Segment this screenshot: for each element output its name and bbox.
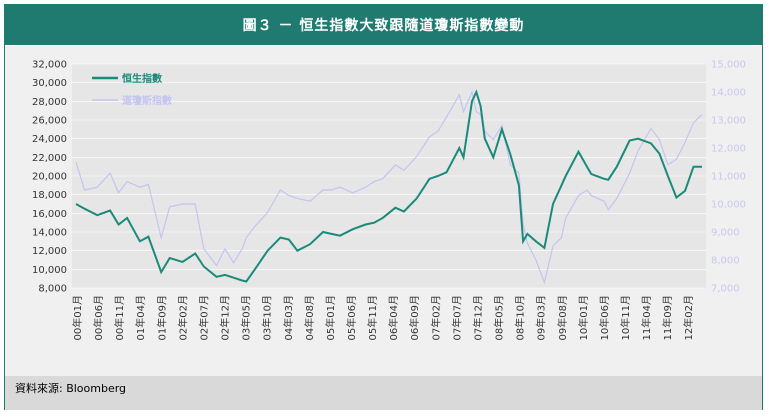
x-tick-label: 11年09月 bbox=[661, 295, 674, 340]
x-tick-label: 01年04月 bbox=[134, 295, 147, 340]
x-tick-label: 08年05月 bbox=[493, 295, 506, 340]
x-tick-label: 05年01月 bbox=[324, 295, 337, 340]
left-tick-label: 18,000 bbox=[32, 190, 67, 201]
right-tick-label: 15,000 bbox=[711, 60, 746, 71]
right-tick-label: 7,000 bbox=[711, 284, 740, 295]
x-tick-label: 02年07月 bbox=[197, 295, 210, 340]
x-tick-label: 06年09月 bbox=[408, 295, 421, 340]
right-tick-label: 12,000 bbox=[711, 144, 746, 155]
x-tick-label: 04年08月 bbox=[303, 295, 316, 340]
left-axis: 8,000 10,000 12,000 14,000 16,000 18,000 20,00… bbox=[32, 60, 67, 295]
x-tick-label: 05年11月 bbox=[366, 295, 379, 340]
x-tick-label: 10年06月 bbox=[598, 295, 611, 340]
gridlines bbox=[72, 63, 706, 289]
x-tick-label: 00年06月 bbox=[92, 295, 105, 340]
x-tick-label: 03年10月 bbox=[261, 295, 274, 340]
x-tick-label: 05年06月 bbox=[345, 295, 358, 340]
legend-hsi-label: 恒生指數 bbox=[122, 72, 162, 85]
source-bar: 資料來源: Bloomberg bbox=[5, 376, 762, 410]
left-tick-label: 24,000 bbox=[32, 134, 67, 145]
x-tick-label: 02年12月 bbox=[219, 295, 232, 340]
right-tick-label: 9,000 bbox=[711, 228, 740, 239]
dow-jones-line bbox=[75, 90, 703, 285]
left-tick-label: 14,000 bbox=[32, 228, 67, 239]
legend: 恒生指數 道瓊斯指數 bbox=[92, 72, 172, 107]
right-axis: 7,000 8,000 9,000 10,000 11,000 12,000 13,000 1… bbox=[711, 60, 746, 295]
left-tick-label: 26,000 bbox=[32, 116, 67, 127]
left-tick-label: 28,000 bbox=[32, 97, 67, 108]
left-tick-label: 16,000 bbox=[32, 209, 67, 220]
x-tick-label: 07年12月 bbox=[471, 295, 484, 340]
x-tick-label: 00年11月 bbox=[113, 295, 126, 340]
x-tick-label: 06年04月 bbox=[387, 295, 400, 340]
right-tick-label: 10,000 bbox=[711, 200, 746, 211]
x-tick-label: 07年02月 bbox=[429, 295, 442, 340]
right-tick-label: 11,000 bbox=[711, 172, 746, 183]
x-tick-label: 09年08月 bbox=[556, 295, 569, 340]
x-tick-label: 03年05月 bbox=[240, 295, 253, 340]
x-tick-label: 04年03月 bbox=[282, 295, 295, 340]
left-tick-label: 12,000 bbox=[32, 246, 67, 257]
x-tick-label: 10年01月 bbox=[577, 295, 590, 340]
legend-dji-label: 道瓊斯指數 bbox=[122, 94, 172, 107]
x-tick-label: 00年01月 bbox=[71, 295, 84, 340]
x-tick-label: 07年07月 bbox=[450, 295, 463, 340]
left-tick-label: 30,000 bbox=[32, 78, 67, 89]
left-tick-label: 10,000 bbox=[32, 265, 67, 276]
right-tick-label: 14,000 bbox=[711, 88, 746, 99]
x-tick-label: 11年04月 bbox=[640, 295, 653, 340]
x-tick-label: 01年09月 bbox=[155, 295, 168, 340]
x-tick-label: 02年02月 bbox=[176, 295, 189, 340]
left-tick-label: 32,000 bbox=[32, 60, 67, 71]
source-note: 資料來源: Bloomberg bbox=[15, 382, 127, 395]
left-tick-label: 20,000 bbox=[32, 172, 67, 183]
hang-seng-line bbox=[75, 89, 702, 283]
figure-title: 圖３ － 恒生指數大致跟隨道瓊斯指數變動 bbox=[5, 5, 762, 45]
right-tick-label: 13,000 bbox=[711, 116, 746, 127]
x-tick-label: 10年11月 bbox=[619, 295, 632, 340]
x-tick-label: 12年02月 bbox=[682, 295, 695, 340]
x-axis: 00年01月 00年06月 00年11月 01年04月 01年09月 02年02月 02年0… bbox=[71, 295, 695, 340]
x-tick-label: 09年03月 bbox=[535, 295, 548, 340]
right-tick-label: 8,000 bbox=[711, 256, 740, 267]
x-tick-label: 08年10月 bbox=[514, 295, 527, 340]
left-tick-label: 22,000 bbox=[32, 153, 67, 164]
left-tick-label: 8,000 bbox=[38, 284, 67, 295]
